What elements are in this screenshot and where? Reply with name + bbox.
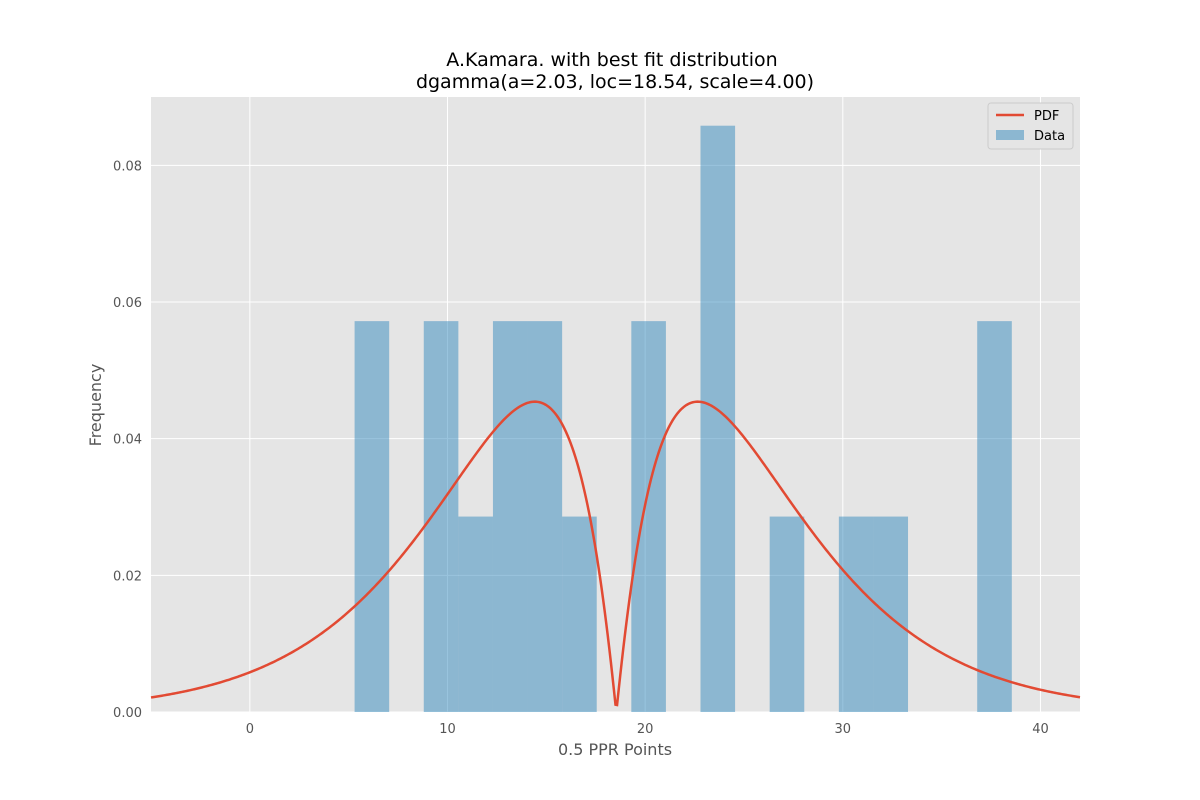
histogram-bar bbox=[562, 516, 597, 712]
legend: PDF Data bbox=[987, 102, 1074, 150]
x-tick-label: 10 bbox=[439, 722, 456, 737]
x-tick-label: 40 bbox=[1032, 722, 1049, 737]
y-tick-label: 0.00 bbox=[113, 706, 142, 721]
histogram-bar bbox=[700, 125, 736, 712]
chart-title-line2: dgamma(a=2.03, loc=18.54, scale=4.00) bbox=[416, 71, 814, 93]
tick-labels: 0 10 20 30 40 0.00 0.02 0.04 0.06 0.08 bbox=[113, 159, 1049, 737]
histogram-bar bbox=[631, 321, 666, 712]
y-tick-label: 0.04 bbox=[113, 433, 142, 448]
pdf-curve bbox=[150, 400, 1081, 707]
pdf-curve-layer bbox=[150, 400, 1081, 707]
x-axis-label: 0.5 PPR Points bbox=[558, 740, 672, 759]
histogram-bar bbox=[354, 321, 390, 712]
x-tick-label: 20 bbox=[637, 722, 654, 737]
y-tick-label: 0.08 bbox=[113, 159, 142, 174]
histogram-bar bbox=[458, 516, 493, 712]
x-tick-label: 0 bbox=[246, 722, 254, 737]
legend-data-label: Data bbox=[1034, 129, 1065, 144]
histogram-bar bbox=[769, 516, 805, 712]
chart-title-line1: A.Kamara. with best fit distribution bbox=[446, 49, 777, 71]
y-tick-label: 0.02 bbox=[113, 569, 142, 584]
legend-data-swatch bbox=[996, 130, 1024, 140]
histogram-bar bbox=[838, 516, 874, 712]
histogram-bars bbox=[354, 125, 1012, 712]
histogram-bar bbox=[492, 321, 528, 712]
legend-pdf-label: PDF bbox=[1034, 109, 1059, 124]
histogram-bar bbox=[873, 516, 909, 712]
y-tick-label: 0.06 bbox=[113, 296, 142, 311]
x-tick-label: 30 bbox=[835, 722, 852, 737]
histogram-bar bbox=[423, 321, 459, 712]
histogram-bar bbox=[527, 321, 563, 712]
y-axis-label: Frequency bbox=[86, 364, 105, 447]
histogram-bar bbox=[977, 321, 1012, 712]
grid bbox=[151, 97, 1080, 713]
plot-area bbox=[151, 97, 1080, 712]
